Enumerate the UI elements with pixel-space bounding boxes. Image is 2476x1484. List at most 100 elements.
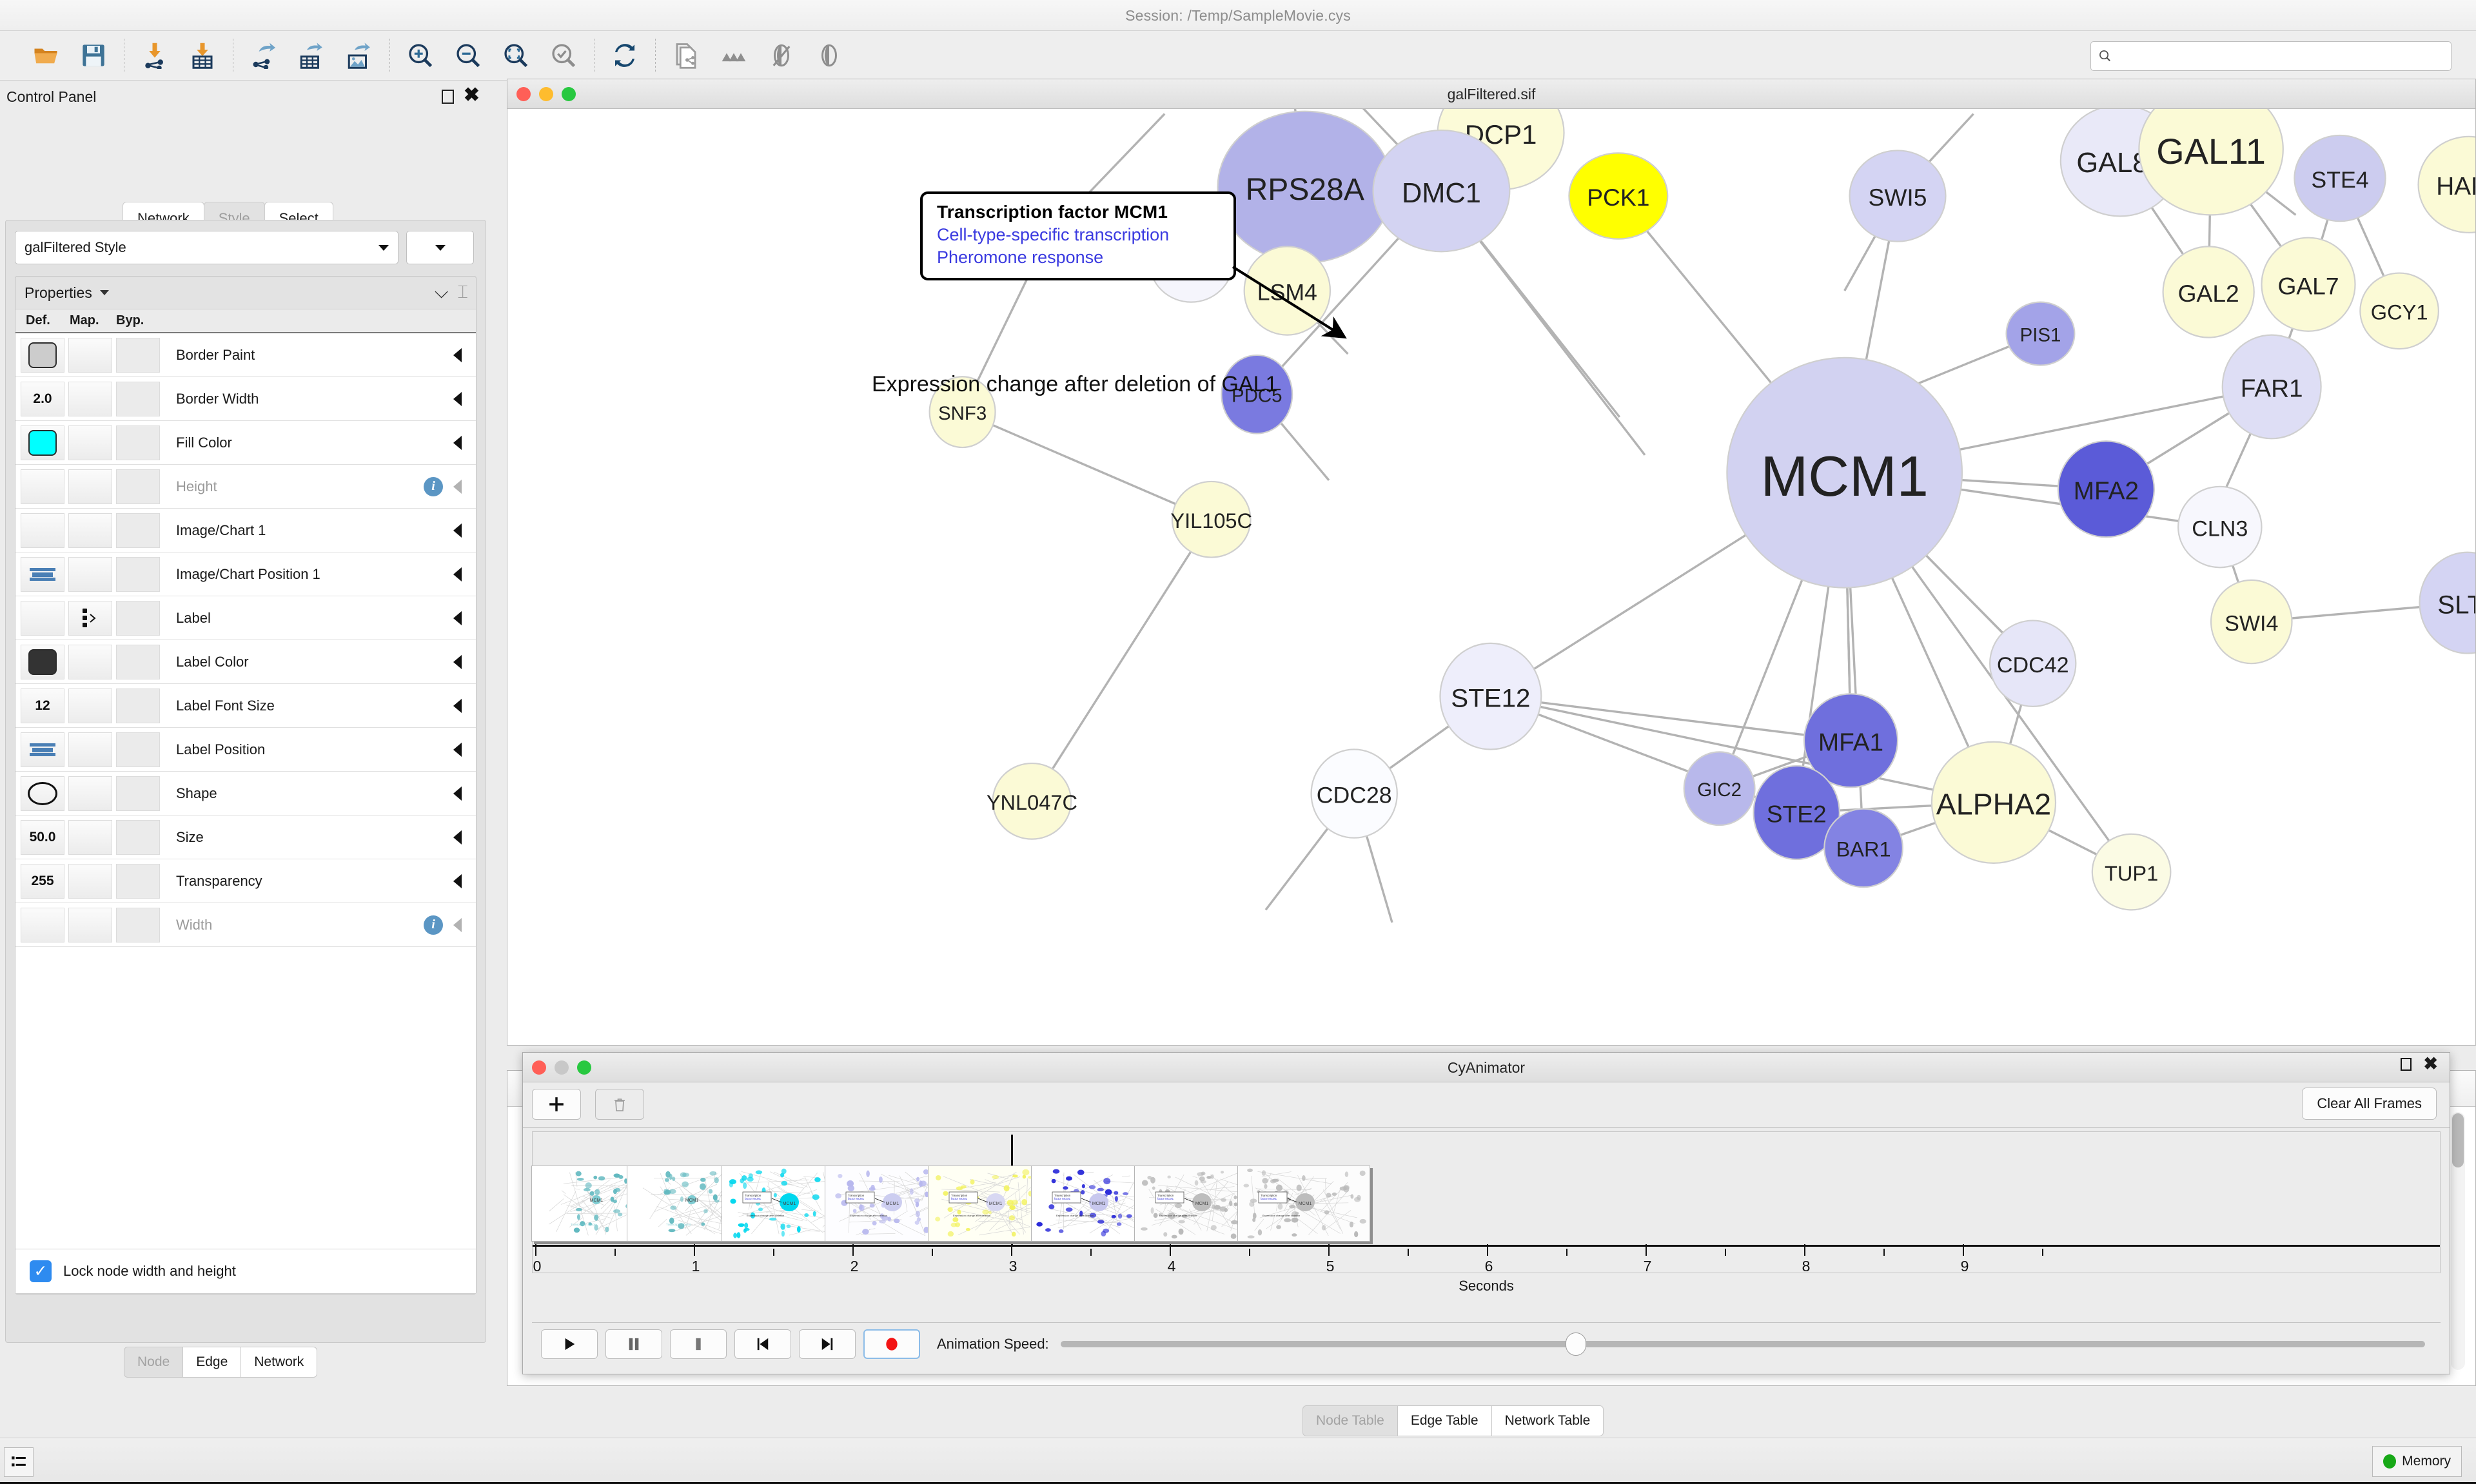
- network-node[interactable]: SNF3: [928, 376, 996, 449]
- node-ellipse[interactable]: [1931, 741, 2057, 864]
- clear-all-frames-button[interactable]: Clear All Frames: [2302, 1088, 2437, 1120]
- property-bypass-cell[interactable]: [116, 819, 160, 855]
- property-row[interactable]: Border Paint: [15, 333, 476, 377]
- expand-property-icon[interactable]: [453, 391, 462, 406]
- network-node[interactable]: STE2: [1753, 765, 1840, 861]
- property-default-cell[interactable]: [21, 907, 64, 942]
- expand-property-icon[interactable]: [453, 523, 462, 538]
- expand-property-icon[interactable]: [453, 698, 462, 713]
- property-bypass-cell[interactable]: [116, 381, 160, 416]
- memory-status-button[interactable]: Memory: [2372, 1446, 2462, 1477]
- network-node[interactable]: STE4: [2294, 134, 2386, 222]
- property-default-cell[interactable]: [21, 513, 64, 548]
- expand-property-icon[interactable]: [453, 654, 462, 669]
- network-node[interactable]: CDC42: [1989, 620, 2077, 707]
- network-node[interactable]: SWI5: [1849, 150, 1947, 242]
- property-default-cell[interactable]: 2.0: [21, 381, 64, 416]
- node-ellipse[interactable]: [1372, 129, 1511, 253]
- cyanimator-window-controls[interactable]: [532, 1060, 591, 1075]
- property-default-cell[interactable]: [21, 732, 64, 767]
- property-mapping-cell[interactable]: [68, 381, 112, 416]
- pause-button[interactable]: [605, 1329, 662, 1359]
- network-node[interactable]: DCP1: [1437, 109, 1565, 191]
- property-mapping-cell[interactable]: [68, 863, 112, 899]
- property-row[interactable]: Shape: [15, 772, 476, 815]
- network-node[interactable]: GIC2: [1683, 751, 1756, 826]
- node-ellipse[interactable]: [2177, 485, 2263, 569]
- tab-network-style[interactable]: Network: [241, 1347, 318, 1378]
- animation-speed-slider[interactable]: [1060, 1332, 2425, 1356]
- node-ellipse[interactable]: [1753, 765, 1840, 861]
- node-ellipse[interactable]: [2359, 272, 2439, 350]
- style-select[interactable]: galFiltered Style: [15, 231, 398, 264]
- node-ellipse[interactable]: [1221, 354, 1293, 434]
- delete-frame-button[interactable]: [595, 1089, 644, 1120]
- tab-network-table[interactable]: Network Table: [1491, 1405, 1604, 1436]
- property-bypass-cell[interactable]: [116, 600, 160, 636]
- export-image-icon[interactable]: [335, 35, 383, 75]
- property-mapping-cell[interactable]: [68, 337, 112, 373]
- property-mapping-cell[interactable]: [68, 556, 112, 592]
- network-node[interactable]: YIL105C: [1170, 480, 1252, 558]
- expand-property-icon[interactable]: [453, 786, 462, 801]
- property-bypass-cell[interactable]: [116, 863, 160, 899]
- close-window-icon[interactable]: [532, 1060, 546, 1075]
- expand-property-icon[interactable]: [453, 435, 462, 450]
- node-ellipse[interactable]: [2057, 440, 2155, 538]
- zoom-fit-icon[interactable]: [540, 35, 587, 75]
- dock-panel-icon[interactable]: [2401, 1057, 2412, 1071]
- property-default-cell[interactable]: [21, 644, 64, 679]
- property-row[interactable]: 12 Label Font Size: [15, 684, 476, 728]
- table-scrollbar[interactable]: [2451, 1112, 2465, 1370]
- network-node[interactable]: RPS28A: [1217, 110, 1393, 264]
- info-icon[interactable]: i: [424, 476, 443, 496]
- network-edge[interactable]: [1490, 695, 1851, 742]
- tab-edge-table[interactable]: Edge Table: [1397, 1405, 1492, 1436]
- timeline-frame[interactable]: MCM1 Transcription factor MCM1 Expression c…: [1237, 1166, 1370, 1242]
- node-ellipse[interactable]: [2221, 334, 2322, 440]
- property-bypass-cell[interactable]: [116, 337, 160, 373]
- show-all-icon[interactable]: [805, 35, 853, 75]
- network-node[interactable]: DMC1: [1372, 129, 1511, 253]
- open-folder-icon[interactable]: [22, 35, 70, 75]
- property-row[interactable]: Image/Chart Position 1: [15, 552, 476, 596]
- tab-node[interactable]: Node: [124, 1347, 184, 1378]
- zoom-in-icon[interactable]: [397, 35, 444, 75]
- network-node[interactable]: GCY1: [2359, 272, 2439, 350]
- property-mapping-cell[interactable]: [68, 600, 112, 636]
- import-network-icon[interactable]: [131, 35, 179, 75]
- property-default-cell[interactable]: [21, 469, 64, 504]
- chevron-down-icon[interactable]: [99, 290, 109, 295]
- expand-property-icon[interactable]: [453, 917, 462, 932]
- property-default-cell[interactable]: [21, 600, 64, 636]
- property-mapping-cell[interactable]: [68, 819, 112, 855]
- save-icon[interactable]: [70, 35, 117, 75]
- maximize-window-icon[interactable]: [562, 87, 576, 101]
- property-bypass-cell[interactable]: [116, 907, 160, 942]
- network-edge[interactable]: [1490, 695, 1994, 804]
- property-row[interactable]: Image/Chart 1: [15, 509, 476, 552]
- property-bypass-cell[interactable]: [116, 644, 160, 679]
- node-ellipse[interactable]: [2294, 134, 2386, 222]
- node-ellipse[interactable]: [2261, 237, 2356, 332]
- network-node[interactable]: BAR1: [1823, 808, 1903, 888]
- lock-node-size-row[interactable]: ✓ Lock node width and height: [15, 1249, 476, 1294]
- minimize-window-icon[interactable]: [555, 1060, 569, 1075]
- import-table-icon[interactable]: [179, 35, 226, 75]
- tab-node-table[interactable]: Node Table: [1302, 1405, 1398, 1436]
- network-node[interactable]: SWI4: [2210, 579, 2293, 665]
- property-default-cell[interactable]: 255: [21, 863, 64, 899]
- network-edge[interactable]: [961, 411, 1212, 521]
- node-ellipse[interactable]: [1568, 152, 1669, 240]
- node-ellipse[interactable]: [1439, 642, 1542, 750]
- property-mapping-cell[interactable]: [68, 907, 112, 942]
- network-canvas[interactable]: RPS28BDCP1RPS28ADMC1PCK1SWI5GAL80GAL11ST…: [507, 109, 2475, 1045]
- property-default-cell[interactable]: [21, 425, 64, 460]
- expand-property-icon[interactable]: [453, 874, 462, 888]
- close-window-icon[interactable]: [516, 87, 531, 101]
- property-mapping-cell[interactable]: [68, 513, 112, 548]
- property-row[interactable]: 255 Transparency: [15, 859, 476, 903]
- property-bypass-cell[interactable]: [116, 732, 160, 767]
- network-node[interactable]: LSM4: [1243, 246, 1331, 336]
- network-node[interactable]: MCM1: [1726, 356, 1963, 589]
